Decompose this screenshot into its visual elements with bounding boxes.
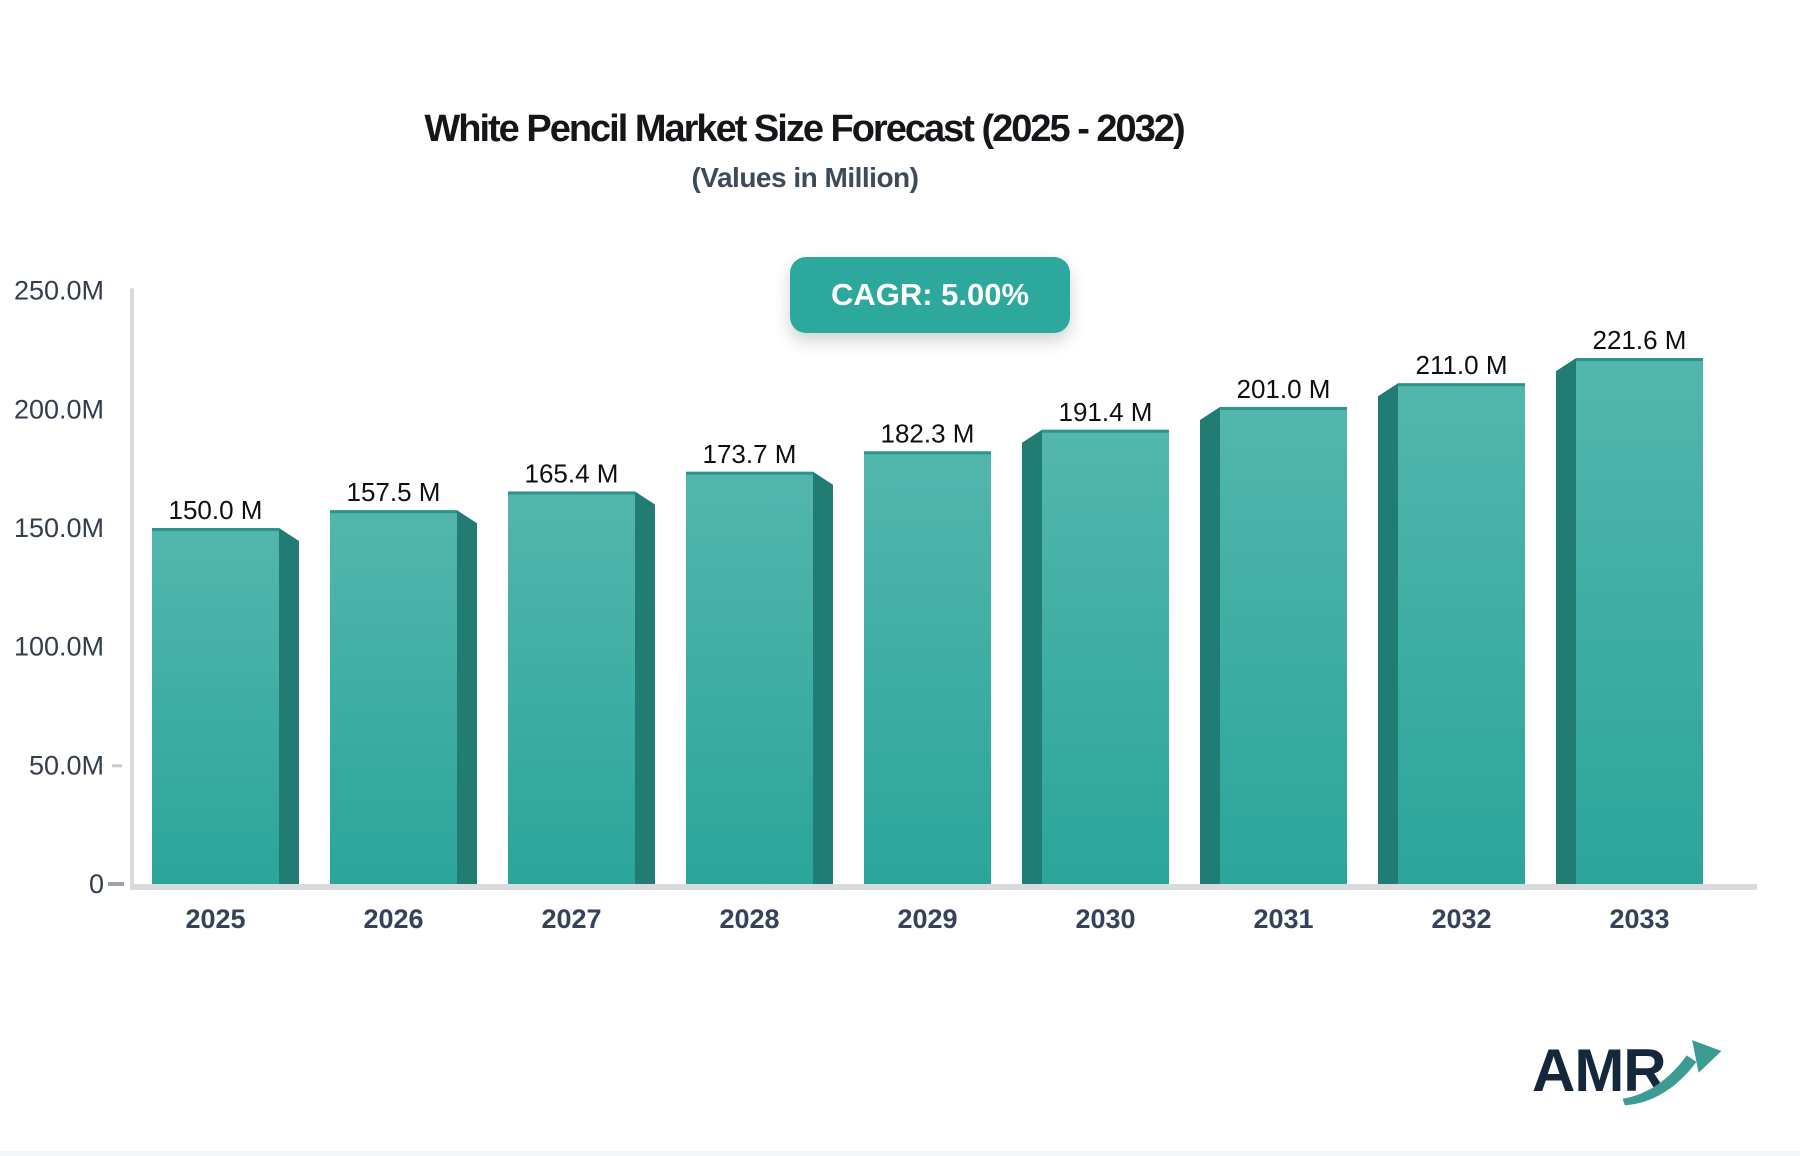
y-axis-label: 0 (89, 869, 104, 899)
cagr-badge: CAGR: 5.00% (790, 257, 1070, 333)
bottom-edge-strip (0, 1151, 1800, 1156)
bar-2026 (330, 510, 457, 884)
x-axis-label: 2025 (185, 904, 245, 934)
bar-top-edge (508, 491, 635, 495)
bar-2030 (1042, 429, 1169, 884)
bar-side-face (1200, 406, 1220, 884)
x-axis-label: 2031 (1253, 904, 1313, 934)
y-axis-label: 100.0M (14, 632, 104, 662)
bar-side-face (279, 528, 299, 884)
y-axis-tick (112, 764, 122, 768)
y-axis-label: 250.0M (14, 276, 104, 306)
bar-top-edge (686, 471, 813, 475)
amr-logo: AMR (1532, 1036, 1772, 1126)
cagr-badge-label: CAGR: 5.00% (830, 277, 1030, 312)
bar-top-edge (1220, 406, 1347, 410)
bar-2028 (686, 471, 813, 884)
bar-2025 (152, 528, 279, 884)
y-axis-label: 150.0M (14, 513, 104, 543)
bar-value-label: 150.0 M (169, 495, 263, 525)
bar-top-edge (1042, 429, 1169, 433)
y-axis-label: 50.0M (29, 750, 104, 780)
x-axis-label: 2030 (1075, 904, 1135, 934)
bar-top-edge (864, 451, 991, 455)
bar-top-edge (1576, 358, 1703, 362)
bar-2031 (1220, 406, 1347, 884)
chart-title: White Pencil Market Size Forecast (2025 … (424, 108, 1185, 150)
growth-arrow-icon (1622, 1040, 1722, 1106)
x-axis-label: 2029 (897, 904, 957, 934)
bar-side-face (457, 510, 477, 884)
x-axis-label: 2028 (719, 904, 779, 934)
bar-value-label: 211.0 M (1415, 350, 1507, 380)
bar-value-label: 191.4 M (1059, 397, 1153, 427)
bar-value-label: 165.4 M (525, 458, 619, 488)
bar-value-label: 173.7 M (703, 439, 797, 469)
bar-side-face (1556, 358, 1576, 884)
y-axis-line (130, 288, 134, 890)
x-axis-label: 2026 (363, 904, 423, 934)
x-axis-label: 2032 (1431, 904, 1491, 934)
y-axis-tick (108, 882, 124, 886)
bar-2033 (1576, 358, 1703, 884)
bar-value-label: 182.3 M (881, 418, 975, 448)
chart-subtitle: (Values in Million) (691, 162, 919, 193)
bar-top-edge (330, 510, 457, 514)
bar-side-face (1022, 429, 1042, 884)
bar-side-face (1378, 383, 1398, 884)
bar-top-edge (1398, 383, 1525, 387)
bar-2032 (1398, 383, 1525, 884)
x-axis-label: 2033 (1609, 904, 1669, 934)
bar-value-label: 221.6 M (1593, 325, 1687, 355)
x-axis-label: 2027 (541, 904, 601, 934)
bar-2029 (864, 451, 991, 884)
bar-top-edge (152, 528, 279, 532)
bar-value-label: 157.5 M (347, 477, 441, 507)
bar-side-face (635, 491, 655, 884)
bar-2027 (508, 491, 635, 884)
x-axis-line (130, 884, 1757, 890)
bar-side-face (813, 471, 833, 884)
y-axis-label: 200.0M (14, 394, 104, 424)
bar-value-label: 201.0 M (1237, 374, 1331, 404)
